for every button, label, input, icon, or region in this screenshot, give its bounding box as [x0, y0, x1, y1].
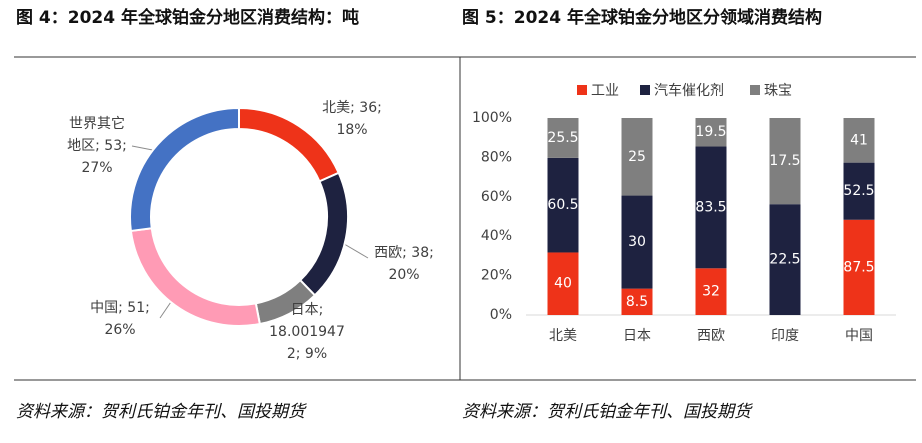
- bar-segment: [769, 204, 801, 315]
- data-label: 20%: [388, 267, 419, 283]
- data-label: 27%: [81, 160, 112, 176]
- data-label: 19.5: [695, 124, 726, 140]
- legend-label: 工业: [591, 83, 619, 99]
- data-label: 北美; 36;: [322, 100, 382, 116]
- source: 资料来源：贺利氏铂金年刊、国投期货: [462, 402, 753, 422]
- data-label: 17.5: [769, 153, 800, 169]
- bar-segment: [547, 157, 579, 253]
- data-label: 32: [702, 284, 720, 300]
- bar-segment: [695, 118, 727, 147]
- data-label: 87.5: [843, 259, 874, 275]
- data-label: 52.5: [843, 183, 874, 199]
- legend-label: 珠宝: [764, 83, 792, 99]
- data-label: 2; 9%: [287, 346, 327, 362]
- y-tick-label: 20%: [481, 268, 512, 284]
- y-tick-label: 80%: [481, 149, 512, 165]
- y-tick-label: 0%: [490, 307, 512, 323]
- donut-slice: [129, 227, 262, 327]
- bar-segment: [695, 268, 727, 315]
- data-label: 25: [628, 149, 646, 165]
- data-label: 22.5: [769, 252, 800, 268]
- bar-segment: [843, 118, 875, 163]
- x-tick-label: 西欧: [697, 328, 725, 344]
- legend-label: 汽车催化剂: [654, 82, 724, 99]
- x-tick-label: 北美: [549, 328, 577, 344]
- x-tick-label: 印度: [771, 328, 799, 344]
- bar-segment: [547, 118, 579, 158]
- data-label: 日本;: [291, 302, 324, 318]
- x-tick-label: 日本: [623, 328, 651, 344]
- data-label: 83.5: [695, 199, 726, 215]
- data-label: 40: [554, 276, 572, 292]
- chart-title: 图 5：2024 年全球铂金分地区分领域消费结构: [462, 7, 822, 28]
- data-label: 26%: [104, 322, 135, 338]
- legend-swatch: [640, 85, 650, 95]
- bar-segment: [695, 146, 727, 269]
- donut-slice: [129, 106, 240, 233]
- bar-segment: [621, 288, 653, 315]
- y-tick-label: 60%: [481, 189, 512, 205]
- bar-segment: [843, 162, 875, 220]
- data-label: 地区; 53;: [67, 138, 127, 154]
- data-label: 18%: [336, 122, 367, 138]
- chart-title: 图 4：2024 年全球铂金分地区消费结构：吨: [16, 7, 359, 28]
- bar-segment: [843, 219, 875, 315]
- data-label: 中国; 51;: [90, 300, 150, 316]
- source: 资料来源：贺利氏铂金年刊、国投期货: [16, 402, 307, 422]
- donut-slice: [238, 106, 340, 183]
- data-label: 西欧; 38;: [374, 245, 434, 261]
- y-tick-label: 40%: [481, 228, 512, 244]
- legend-swatch: [750, 85, 760, 95]
- data-label: 18.001947: [269, 324, 345, 340]
- x-tick-label: 中国: [845, 328, 873, 344]
- bar-segment: [769, 118, 801, 205]
- data-label: 25.5: [547, 130, 578, 146]
- data-label: 8.5: [626, 294, 648, 310]
- data-label: 世界其它: [69, 115, 125, 132]
- y-tick-label: 100%: [472, 110, 512, 126]
- legend-swatch: [577, 85, 587, 95]
- data-label: 60.5: [547, 197, 578, 213]
- data-label: 30: [628, 234, 646, 250]
- bar-segment: [621, 118, 653, 196]
- bar-segment: [621, 195, 653, 289]
- data-label: 41: [850, 132, 868, 148]
- donut-slice: [298, 171, 349, 297]
- bar-segment: [547, 252, 579, 315]
